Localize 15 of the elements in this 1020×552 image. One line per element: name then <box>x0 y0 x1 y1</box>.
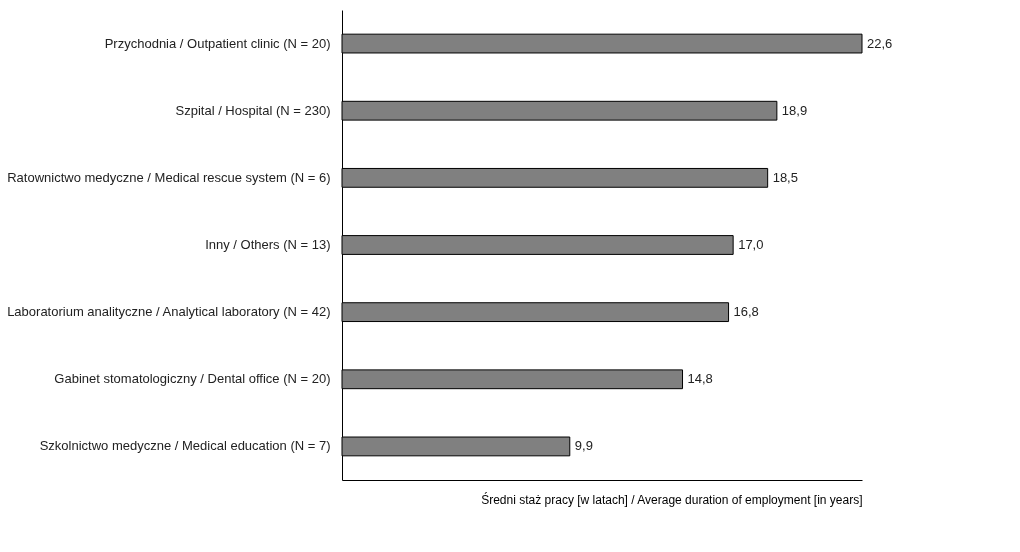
data-label: 17,0 <box>738 237 764 252</box>
y-tick-label: Gabinet stomatologiczny / Dental office (N = 20) <box>54 371 331 387</box>
data-label: 22,6 <box>867 35 893 51</box>
y-tick-label: Przychodnia / Outpatient clinic (N = 20) <box>104 35 331 51</box>
y-tick-label: Laboratorium analityczne / Analytical laboratory (N = 42) <box>7 304 331 320</box>
y-tick-label: Ratownictwo medyczne / Medical rescue system (N = 6) <box>7 169 331 185</box>
y-tick-label: Szkolnictwo medyczne / Medical education (N = 7) <box>39 438 331 454</box>
x-axis-title: Średni staż pracy [w latach] / Average duration of employment [in years] <box>481 491 863 507</box>
data-label: 18,9 <box>781 102 808 118</box>
y-tick-label: Szpital / Hospital (N = 230) <box>175 102 331 118</box>
y-tick-label: Inny / Others (N = 13) <box>205 237 331 252</box>
data-label: 18,5 <box>772 169 798 185</box>
data-label: 16,8 <box>733 304 759 320</box>
data-label: 14,8 <box>687 371 713 387</box>
data-label: 9,9 <box>574 438 593 454</box>
